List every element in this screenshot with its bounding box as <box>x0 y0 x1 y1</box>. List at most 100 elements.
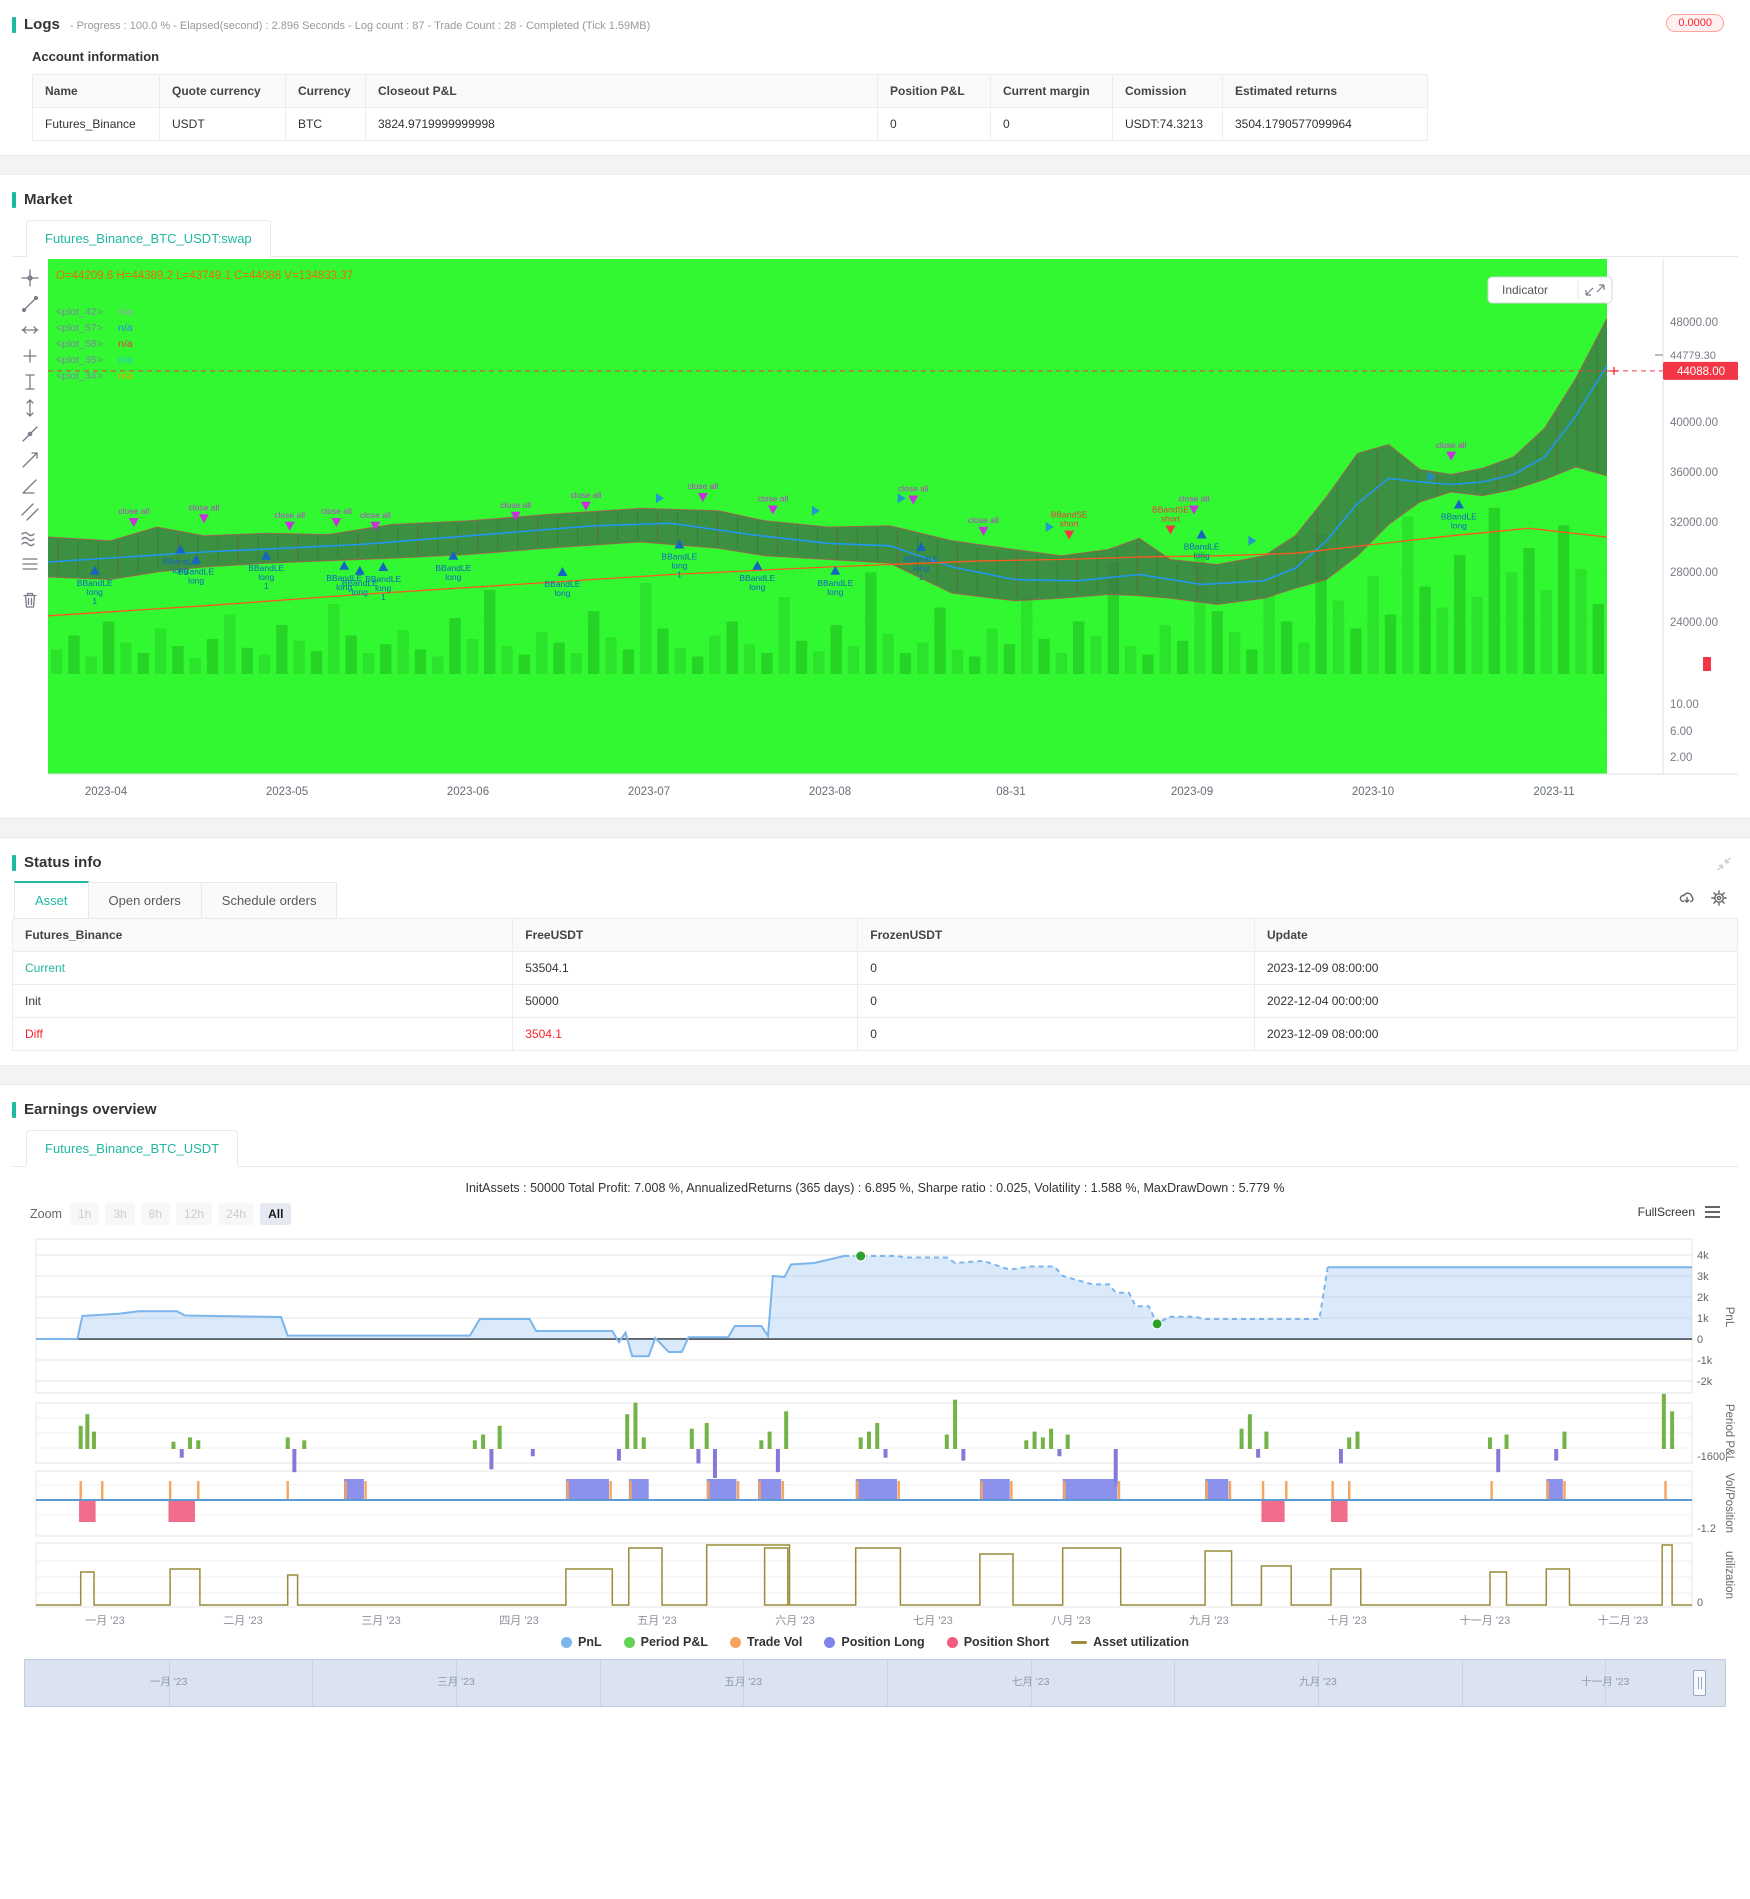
svg-text:long: long <box>749 582 765 592</box>
zoom-button-8h[interactable]: 8h <box>140 1203 171 1225</box>
angle-line-icon[interactable] <box>17 473 43 499</box>
zoom-button-12h[interactable]: 12h <box>176 1203 213 1225</box>
zoom-button-24h[interactable]: 24h <box>218 1203 255 1225</box>
legend-label: Period P&L <box>640 1635 709 1649</box>
earnings-section: Earnings overview Futures_Binance_BTC_US… <box>0 1085 1750 1721</box>
chart-navigator[interactable]: 一月 '23 三月 '23 五月 '23 七月 '23 九月 '23 十一月 '23 <box>24 1659 1726 1707</box>
svg-text:BBandLE: BBandLE <box>661 552 697 562</box>
legend-item-period-p-l[interactable]: Period P&L <box>623 1635 709 1649</box>
column-header: Futures_Binance <box>11 918 514 952</box>
svg-text:close all: close all <box>570 490 601 500</box>
svg-text:1k: 1k <box>1697 1313 1709 1325</box>
account-information-table: Name Quote currency Currency Closeout P&L Po… <box>32 74 1428 141</box>
svg-text:BBandLE: BBandLE <box>739 573 775 583</box>
legend-item-position-long[interactable]: Position Long <box>824 1635 925 1649</box>
fullscreen-button[interactable]: FullScreen <box>1637 1205 1695 1219</box>
table-row: Init 50000 0 2022-12-04 00:00:00 <box>11 984 1738 1018</box>
earnings-multi-pane-chart[interactable]: 4k 3k 2k 1k 0 -1k -2k -1600 -1.2 0 PnL Period P&L Vo… <box>12 1227 1738 1651</box>
horizontal-arrows-icon[interactable] <box>17 317 43 343</box>
svg-text:-1.2: -1.2 <box>1697 1523 1716 1535</box>
svg-text:BBandLE: BBandLE <box>342 578 378 588</box>
market-symbol-tab[interactable]: Futures_Binance_BTC_USDT:swap <box>26 220 271 257</box>
tab-open-orders[interactable]: Open orders <box>87 881 202 919</box>
parallel-channel-icon[interactable] <box>17 499 43 525</box>
table-cell: 3824.9719999999998 <box>365 107 878 141</box>
legend-dot-marker <box>561 1636 573 1648</box>
svg-text:n/a: n/a <box>118 354 133 366</box>
svg-text:long: long <box>352 587 368 597</box>
table-header-row: Futures_Binance FreeUSDT FrozenUSDT Update <box>11 918 1738 952</box>
gear-icon[interactable] <box>1710 889 1728 912</box>
svg-text:close all: close all <box>968 515 999 525</box>
svg-text:四月 '23: 四月 '23 <box>499 1615 538 1627</box>
collapse-icon[interactable] <box>1716 856 1732 877</box>
svg-text:48000.00: 48000.00 <box>1670 317 1718 329</box>
svg-text:3k: 3k <box>1697 1271 1709 1283</box>
section-divider <box>0 818 1750 838</box>
svg-text:BBandLE: BBandLE <box>365 574 401 584</box>
vertical-arrows-icon[interactable] <box>17 395 43 421</box>
trend-line-icon[interactable] <box>17 291 43 317</box>
row-label[interactable]: Current <box>11 951 514 985</box>
ohlc-legend: O=44209.6 H=44389.2 L=43749.1 C=44088 V=… <box>56 270 353 282</box>
column-header: FreeUSDT <box>512 918 859 952</box>
horizontal-lines-icon[interactable] <box>17 551 43 577</box>
ray-line-icon[interactable] <box>17 447 43 473</box>
section-divider <box>0 155 1750 175</box>
navigator-handle[interactable] <box>1693 1670 1706 1696</box>
svg-text:close all: close all <box>189 502 220 512</box>
accent-bar <box>12 16 16 33</box>
market-candlestick-chart[interactable]: BBandLElong1BBandLElongBBandLElongBBandL… <box>48 259 1738 804</box>
svg-text:32000.00: 32000.00 <box>1670 517 1718 529</box>
legend-item-pnl[interactable]: PnL <box>561 1635 602 1649</box>
svg-text:close all: close all <box>1179 494 1210 504</box>
legend-item-trade-vol[interactable]: Trade Vol <box>730 1635 802 1649</box>
earnings-symbol-tab[interactable]: Futures_Binance_BTC_USDT <box>26 1130 239 1167</box>
chart-menu-icon[interactable] <box>1705 1206 1720 1218</box>
trash-icon[interactable] <box>17 587 43 613</box>
text-cursor-icon[interactable] <box>17 369 43 395</box>
legend-item-position-short[interactable]: Position Short <box>946 1635 1050 1649</box>
plus-cross-icon[interactable] <box>17 343 43 369</box>
axis-title: Vol/Position <box>1723 1473 1735 1533</box>
tab-schedule-orders[interactable]: Schedule orders <box>200 881 338 919</box>
table-cell: Futures_Binance <box>32 107 160 141</box>
cursor-crosshair-icon[interactable] <box>17 265 43 291</box>
tab-asset[interactable]: Asset <box>14 881 89 919</box>
column-header: Quote currency <box>159 74 286 108</box>
svg-text:close all: close all <box>360 510 391 520</box>
svg-text:BBandSE: BBandSE <box>1152 505 1189 515</box>
svg-text:BBandLE: BBandLE <box>163 557 199 567</box>
indicator-button[interactable]: Indicator <box>1487 276 1613 304</box>
svg-text:1: 1 <box>677 570 682 580</box>
svg-text:long: long <box>913 563 929 573</box>
svg-text:2023-11: 2023-11 <box>1533 786 1574 798</box>
table-cell: 0 <box>990 107 1113 141</box>
svg-text:一月 '23: 一月 '23 <box>85 1615 124 1627</box>
zoom-button-1h[interactable]: 1h <box>69 1203 100 1225</box>
svg-text:BBandLE: BBandLE <box>248 563 284 573</box>
table-cell: 0 <box>857 1017 1255 1051</box>
table-cell: 2023-12-09 08:00:00 <box>1254 951 1738 985</box>
cloud-download-icon[interactable] <box>1678 889 1696 912</box>
column-header: Current margin <box>990 74 1113 108</box>
legend-label: Position Short <box>963 1635 1050 1649</box>
svg-text:close all: close all <box>898 484 929 494</box>
svg-text:28000.00: 28000.00 <box>1670 567 1718 579</box>
diagonal-line-icon[interactable] <box>17 421 43 447</box>
row-label: Init <box>11 984 514 1018</box>
svg-text:long: long <box>827 587 843 597</box>
table-header-row: Name Quote currency Currency Closeout P&L Po… <box>32 74 1428 108</box>
navigator-label: 十一月 '23 <box>1581 1676 1630 1688</box>
brush-waves-icon[interactable] <box>17 525 43 551</box>
svg-text:n/a: n/a <box>118 338 133 350</box>
table-row: Diff 3504.1 0 2023-12-09 08:00:00 <box>11 1017 1738 1051</box>
table-cell: 53504.1 <box>512 951 859 985</box>
svg-text:-1k: -1k <box>1697 1355 1713 1367</box>
svg-text:40000.00: 40000.00 <box>1670 417 1718 429</box>
svg-text:2023-09: 2023-09 <box>1171 786 1213 798</box>
legend-dot-marker <box>824 1636 836 1648</box>
zoom-button-3h[interactable]: 3h <box>105 1203 135 1225</box>
legend-item-asset-utilization[interactable]: Asset utilization <box>1071 1635 1189 1649</box>
zoom-button-all[interactable]: All <box>260 1203 292 1225</box>
